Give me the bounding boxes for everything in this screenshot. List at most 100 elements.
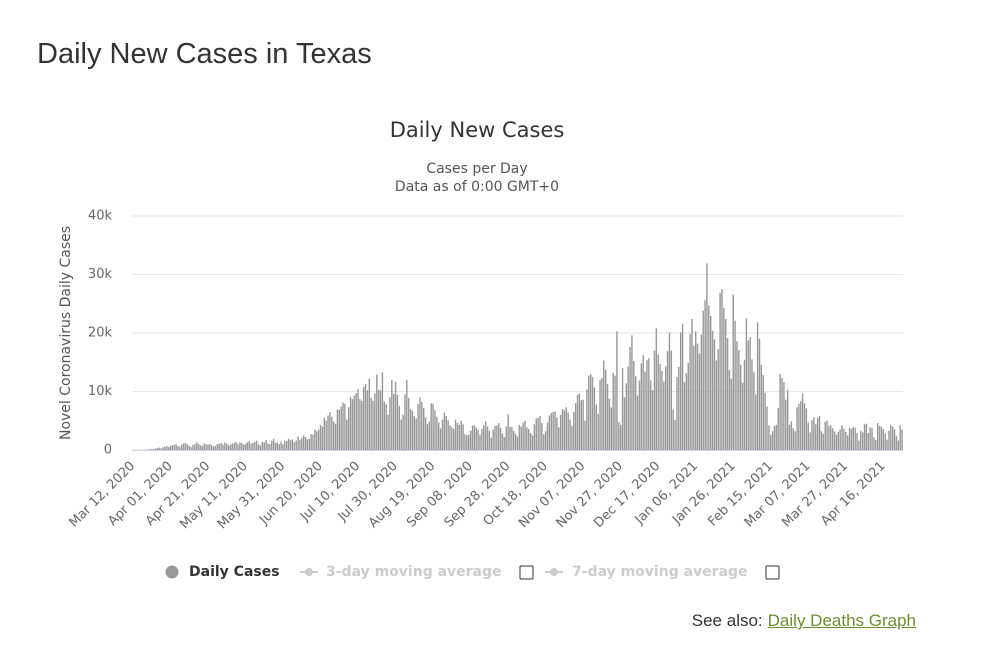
bar — [496, 425, 498, 450]
bar — [451, 427, 453, 450]
bar — [629, 347, 631, 450]
legend-checkbox[interactable] — [519, 565, 534, 580]
bar — [291, 439, 294, 450]
legend-marker[interactable] — [305, 568, 313, 576]
bar — [524, 420, 526, 450]
bar — [319, 424, 322, 450]
bar — [751, 359, 753, 450]
bar — [773, 426, 776, 450]
y-tick-label: 20k — [88, 326, 113, 341]
bar — [655, 328, 658, 450]
bar — [218, 443, 220, 450]
bar — [201, 445, 204, 450]
bar — [321, 426, 324, 450]
bar — [597, 413, 599, 450]
bar — [603, 360, 605, 450]
bar — [646, 359, 648, 450]
chart-title: Daily New Cases — [390, 118, 565, 142]
bar — [807, 422, 809, 450]
bar — [229, 444, 232, 450]
bar — [392, 393, 395, 450]
bar — [284, 440, 286, 450]
bar — [145, 449, 147, 450]
bar — [212, 446, 215, 450]
y-axis-label: Novel Coronavirus Daily Cases — [58, 226, 74, 440]
bar — [790, 421, 793, 450]
bar — [160, 448, 162, 450]
bar — [526, 427, 528, 450]
bar — [169, 445, 172, 450]
bar — [518, 424, 521, 450]
bar — [415, 418, 417, 450]
bar — [839, 429, 841, 450]
bar — [785, 399, 787, 450]
legend-label[interactable]: Daily Cases — [189, 564, 280, 580]
bar — [882, 428, 885, 450]
legend-marker[interactable] — [165, 565, 179, 579]
bar — [758, 338, 761, 450]
bar — [362, 386, 365, 450]
bar — [426, 424, 429, 450]
bar — [149, 449, 151, 450]
x-tick-label: Nov 27, 2020 — [554, 459, 626, 531]
bar — [627, 366, 629, 450]
bar — [466, 435, 468, 450]
bar — [402, 414, 404, 450]
bar — [443, 412, 446, 450]
bar — [471, 425, 474, 450]
bar — [409, 409, 412, 450]
bar — [537, 417, 539, 450]
bar — [833, 431, 836, 450]
bar — [805, 408, 808, 450]
bar — [370, 397, 372, 450]
bar — [768, 425, 770, 450]
bar — [678, 366, 680, 450]
bar — [683, 382, 686, 450]
bar — [674, 420, 676, 450]
x-tick-label: Mar 12, 2020 — [66, 459, 138, 531]
bar — [659, 364, 661, 450]
bar — [736, 341, 738, 450]
bar — [608, 398, 611, 450]
bar — [177, 445, 179, 450]
bar — [372, 400, 374, 450]
legend-label[interactable]: 3-day moving average — [326, 564, 502, 580]
bar — [901, 429, 903, 450]
bar — [691, 318, 693, 450]
see-also-link[interactable]: Daily Deaths Graph — [767, 611, 916, 630]
bar — [543, 434, 545, 450]
bar — [747, 340, 749, 450]
legend-label[interactable]: 7-day moving average — [572, 564, 748, 580]
bar — [377, 389, 380, 450]
bar — [679, 332, 682, 450]
bar — [383, 401, 386, 450]
bar — [755, 394, 757, 450]
bar — [171, 445, 174, 450]
bar — [203, 443, 205, 450]
bar — [332, 421, 335, 450]
bar — [786, 389, 789, 450]
bar — [424, 417, 427, 450]
bar — [441, 419, 444, 450]
bar — [811, 420, 813, 450]
bar — [876, 423, 879, 450]
bar — [614, 375, 616, 450]
bar — [462, 424, 464, 450]
bar — [745, 318, 748, 450]
bar — [473, 425, 476, 450]
bar — [445, 416, 447, 450]
legend-marker[interactable] — [550, 568, 558, 576]
bar — [486, 426, 489, 450]
bar — [822, 433, 824, 450]
bar — [209, 444, 211, 450]
bar — [554, 411, 556, 450]
bar — [514, 434, 517, 450]
bar — [432, 403, 434, 450]
bar — [738, 349, 740, 450]
legend-checkbox[interactable] — [765, 565, 780, 580]
bar — [353, 395, 356, 450]
bar — [501, 433, 504, 450]
bar — [342, 402, 344, 450]
chart-subtitle: Data as of 0:00 GMT+0 — [395, 179, 559, 195]
